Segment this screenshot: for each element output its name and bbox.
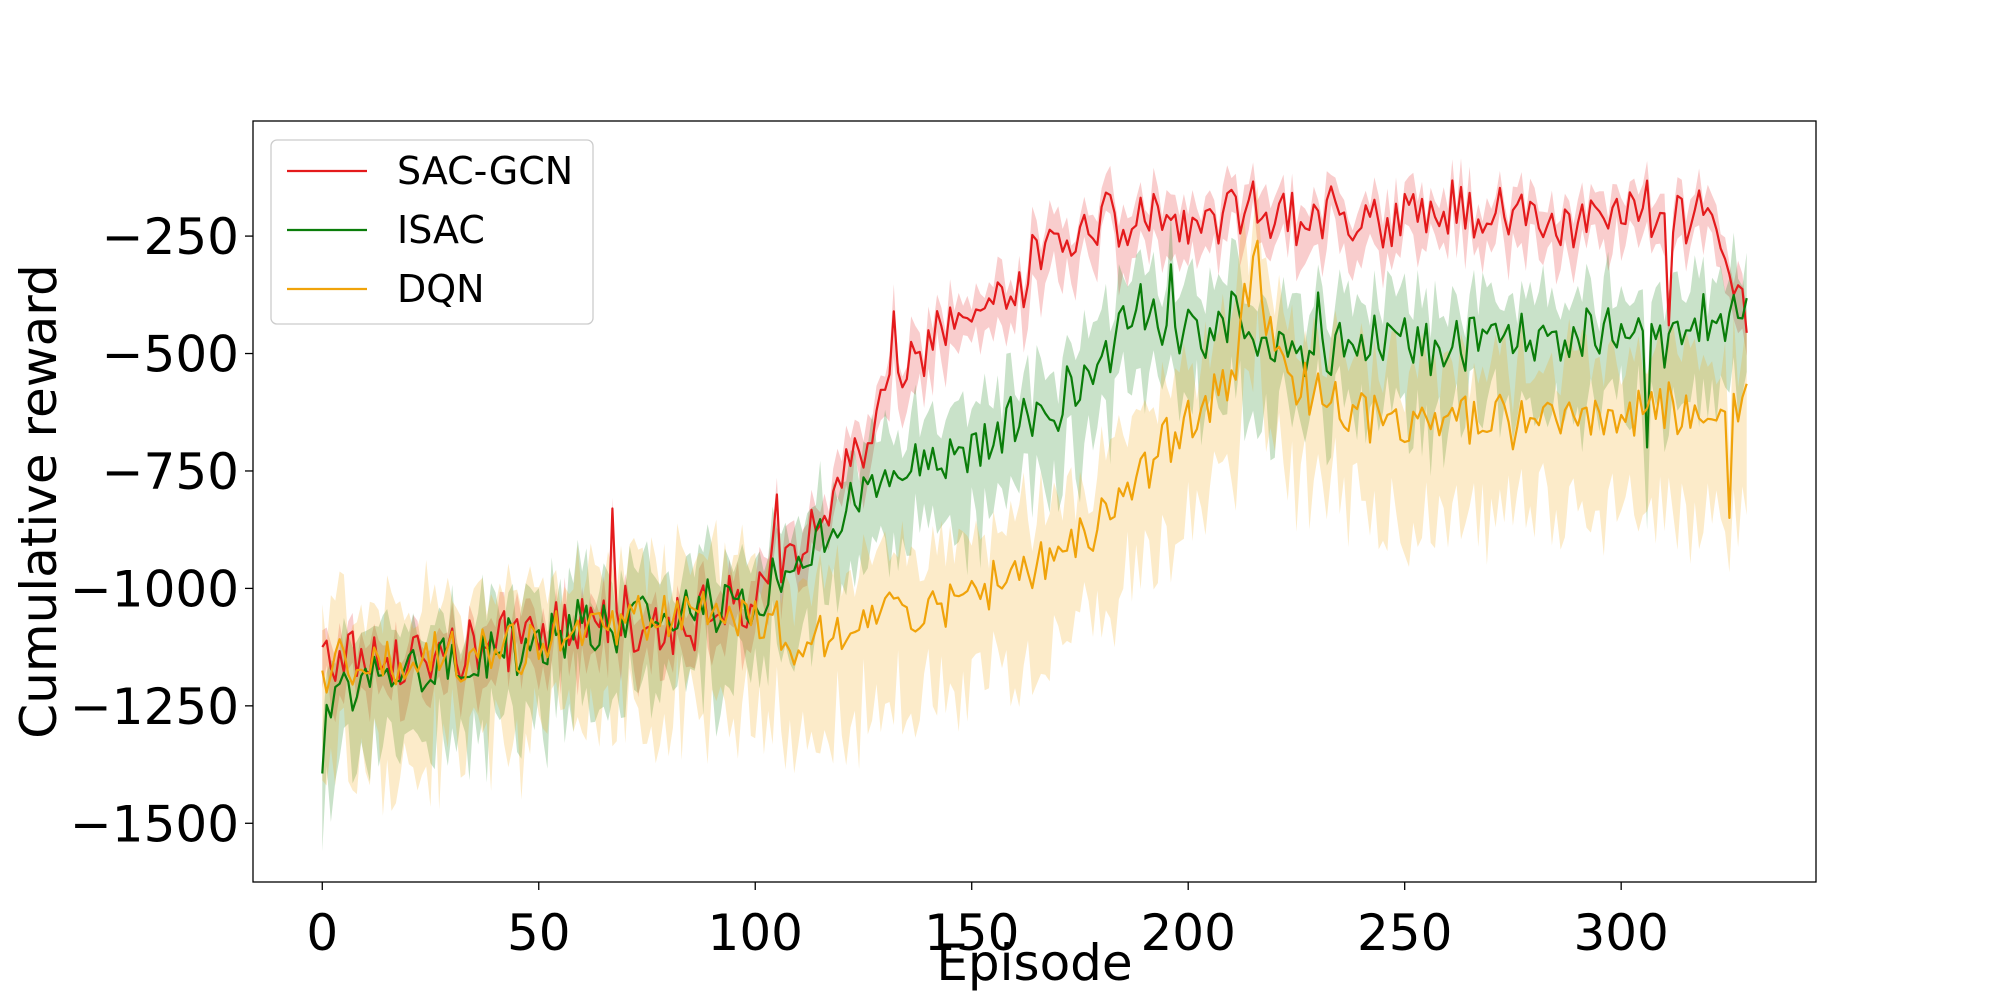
plot-frame	[252, 120, 1817, 883]
x-axis-title: Episode	[936, 934, 1132, 992]
y-axis-title: Cumulative reward	[10, 264, 68, 738]
x-tick-label: 300	[1573, 904, 1668, 962]
legend-label-isac: ISAC	[397, 208, 485, 252]
x-tick-label: 200	[1140, 904, 1235, 962]
legend: SAC-GCN ISAC DQN	[270, 139, 594, 325]
y-tick-label: −500	[102, 326, 239, 384]
y-tick-label: −1500	[70, 795, 239, 853]
x-tick-label: 250	[1357, 904, 1452, 962]
y-tick-label: −750	[102, 443, 239, 501]
legend-label-sac-gcn: SAC-GCN	[397, 149, 573, 193]
series-line-dqn	[321, 239, 1748, 694]
axis-ticks: 0 50 100 150 200 250 300 −250 −500 −750 −1000 −1250…	[70, 208, 1669, 962]
x-tick-label: 150	[924, 904, 1019, 962]
series-lines	[321, 179, 1748, 774]
band-dqn	[322, 186, 1747, 816]
band-isac	[322, 213, 1747, 852]
y-tick-label: −1000	[70, 560, 239, 618]
legend-label-dqn: DQN	[397, 267, 485, 311]
y-tick-label: −250	[102, 208, 239, 266]
legend-box	[270, 139, 594, 325]
y-tick-label: −1250	[70, 678, 239, 736]
series-line-isac	[321, 263, 1748, 774]
x-tick-label: 50	[507, 904, 571, 962]
x-tick-label: 100	[708, 904, 803, 962]
x-tick-label: 0	[306, 904, 338, 962]
